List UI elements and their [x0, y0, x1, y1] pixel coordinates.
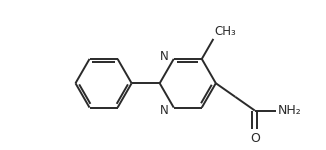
- Text: O: O: [250, 132, 260, 145]
- Text: N: N: [160, 104, 169, 117]
- Text: N: N: [160, 50, 169, 63]
- Text: NH₂: NH₂: [278, 104, 302, 117]
- Text: CH₃: CH₃: [215, 25, 236, 38]
